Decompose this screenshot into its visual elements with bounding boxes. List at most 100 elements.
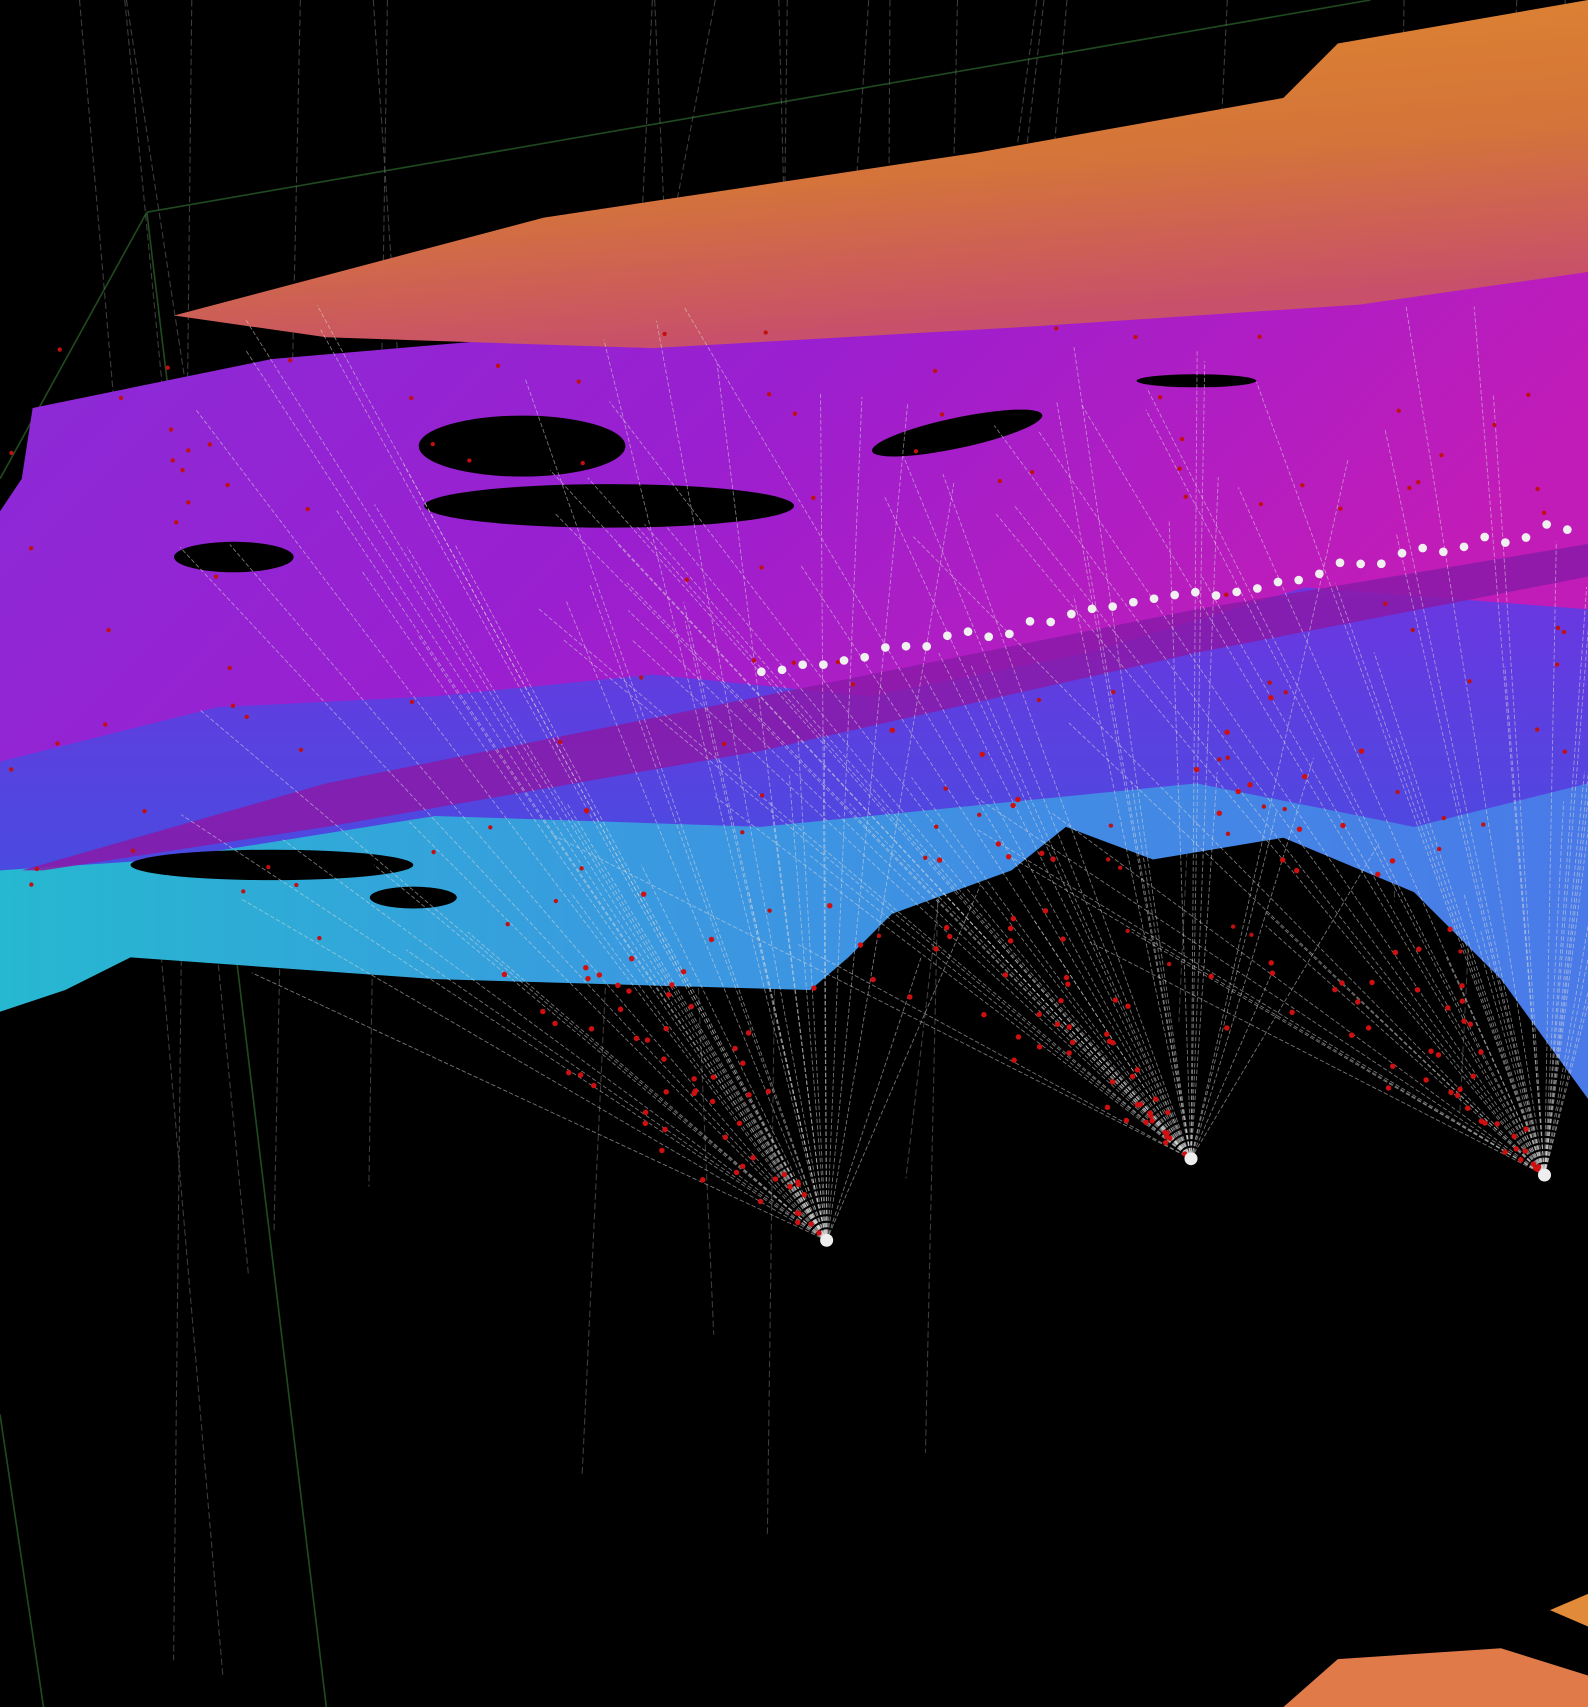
assay-point [740,1060,746,1066]
assay-point [1441,815,1446,821]
drill-hole [1190,811,1278,1159]
drill-hole [1237,487,1545,1176]
drill-hole [1544,795,1588,1176]
drill-hole [626,582,1192,1159]
highlight-point [1211,591,1221,600]
drill-hole [826,396,863,1241]
drill-hole [1190,476,1219,1159]
drill-hole [563,639,1192,1160]
assay-point [1268,960,1274,966]
assay-point [835,659,841,665]
assay-point [765,1088,772,1095]
assay-point [186,500,191,505]
drill-hole [1131,931,1545,1176]
assay-point [28,546,34,551]
assay-point [1193,766,1200,773]
drill-hole [1504,666,1545,1176]
assay-point [298,747,304,753]
assay-point [700,1177,706,1183]
assay-point [1225,831,1231,836]
drill-hole [800,564,1192,1159]
drill-hole [883,495,1192,1159]
assay-point [244,714,249,720]
drill-hole [713,795,1192,1160]
drill-hole [244,318,827,1241]
drill-hole [748,891,828,1241]
assay-point [1036,1011,1042,1018]
assay-point [1225,755,1231,761]
drill-hole [1449,782,1545,1176]
assay-point [710,1074,717,1080]
assay-point [118,395,124,401]
assay-point [680,968,687,975]
drill-hole [1068,722,1545,1176]
assay-point [1010,915,1017,922]
drill-hole [1544,771,1585,1176]
drill-hole [1190,772,1218,1159]
drill-hole [179,547,827,1241]
assay-point [721,741,727,747]
assay-point [1011,1057,1017,1063]
highlight-point [1542,520,1552,529]
assay-point [1042,908,1049,914]
assay-point [1423,1077,1429,1083]
assay-point [889,727,896,733]
highlight-point [777,665,787,675]
drill-hole [788,775,828,1241]
sample-points [9,326,1572,1247]
drill-hole [644,524,1192,1159]
assay-point [1177,466,1182,471]
drill-hole [942,474,1192,1159]
assay-point [1108,823,1114,828]
highlight-point [1025,616,1035,626]
assay-point [34,866,39,872]
assay-point [750,1154,756,1161]
assay-point [1125,1003,1131,1009]
drill-hole [640,864,828,1241]
assay-point [1395,789,1400,795]
assay-point [1069,1039,1076,1046]
assay-point [934,824,939,829]
assay-point [1015,796,1021,803]
assay-point [1152,1096,1159,1102]
assay-point [662,331,667,337]
assay-point [787,1183,793,1190]
highlight-point [1046,617,1056,627]
highlight-point [1438,547,1448,557]
assay-point [1261,804,1267,809]
drill-hole [797,735,828,1241]
assay-point [1385,1085,1392,1091]
assay-point [1208,973,1214,980]
assay-point [1183,494,1188,499]
assay-point [1511,1133,1517,1140]
assay-point [947,933,953,940]
collar [1184,1152,1198,1166]
assay-point [1065,981,1071,987]
drill-hole [1544,827,1588,1176]
assay-point [1396,408,1401,413]
assay-point [168,427,174,432]
assay-point [1555,625,1561,631]
gap [418,415,626,477]
assay-point [642,1109,649,1116]
assay-point [29,882,34,887]
assay-point [1439,452,1444,458]
assay-point [1007,925,1014,932]
highlight-point [1273,577,1283,587]
assay-point [1526,392,1531,398]
assay-point [1365,1025,1372,1031]
assay-point [596,972,603,978]
assay-point [997,478,1002,484]
assay-point [796,1210,802,1217]
assay-point [939,412,945,417]
assay-point [795,1219,801,1226]
assay-point [1147,1110,1153,1116]
drill-hole [1544,626,1588,1176]
assay-point [977,812,982,817]
collar [820,1233,834,1247]
drill-hole [809,855,1192,1160]
assay-point [763,330,768,335]
drill-hole [627,610,1192,1159]
drill-hole [408,821,827,1241]
